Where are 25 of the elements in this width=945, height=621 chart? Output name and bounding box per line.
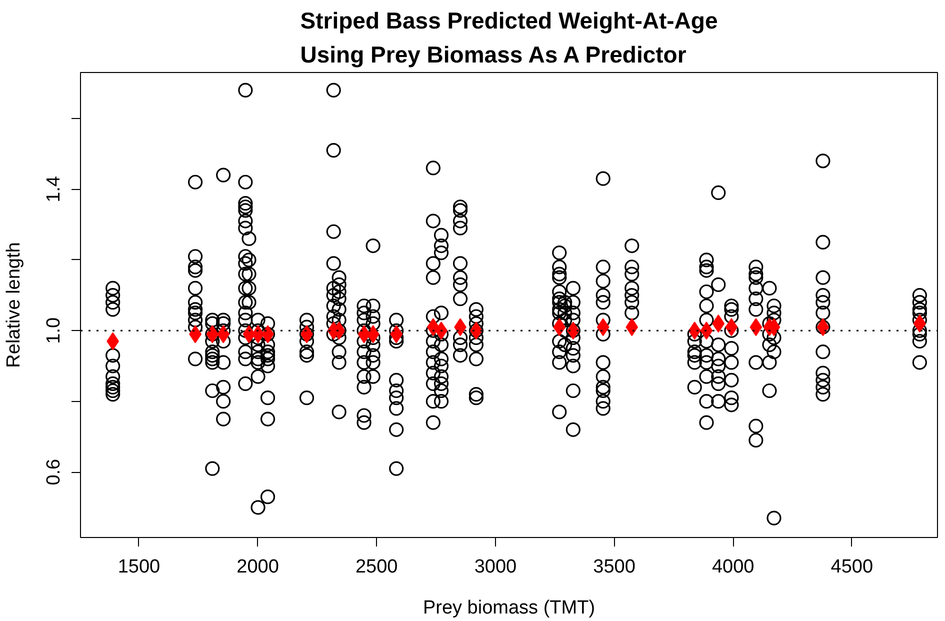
y-tick-label: 1.0 [44, 317, 64, 344]
x-tick-label: 2000 [236, 556, 279, 578]
y-tick-label: 1.4 [44, 176, 64, 202]
x-tick-label: 3500 [593, 556, 636, 578]
x-tick-label: 1500 [118, 556, 160, 578]
point [553, 318, 566, 336]
y-tick-label: 0.6 [44, 458, 64, 486]
point [252, 325, 264, 344]
x-tick-label: 4500 [830, 556, 874, 578]
chart-title: Striped Bass Predicted Weight-At-Age Using Prey Biomass As A Predictor [300, 8, 718, 68]
point [750, 318, 762, 336]
x-tick-label: 3000 [474, 556, 517, 578]
point [725, 318, 738, 336]
y-axis-title: Relative length [4, 242, 24, 368]
point [700, 322, 713, 340]
point [688, 322, 701, 340]
point [596, 318, 610, 336]
x-axis-title: Prey biomass (TMT) [422, 598, 596, 618]
x-tick-label: 4000 [712, 556, 754, 578]
point [358, 325, 370, 344]
point [712, 314, 725, 333]
x-tick-label: 2500 [355, 556, 398, 578]
point [242, 325, 256, 344]
point [366, 325, 380, 344]
point [626, 318, 638, 336]
